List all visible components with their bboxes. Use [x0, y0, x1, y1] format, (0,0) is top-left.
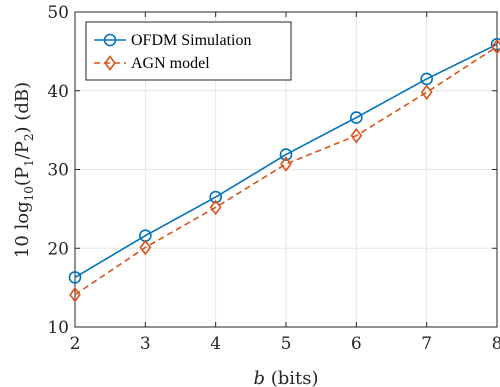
y-axis-suffix: ) (dB): [12, 82, 33, 134]
diamond-marker: [280, 156, 292, 172]
legend: OFDM Simulation AGN model: [85, 21, 292, 81]
x-tick-label: 6: [351, 334, 362, 354]
y-axis-mid-1: (P: [12, 167, 33, 186]
legend-box: [85, 21, 292, 81]
x-tick-label: 3: [140, 334, 151, 354]
circle-marker: [350, 111, 363, 124]
x-axis-unit: (bits): [271, 368, 319, 387]
x-tick-label: 2: [70, 334, 81, 354]
x-tick-label: 8: [492, 334, 500, 354]
circle-marker: [279, 148, 293, 161]
circle-marker: [490, 37, 500, 51]
diamond-marker: [139, 239, 152, 256]
y-tick-label: 20: [47, 239, 69, 259]
legend-label: OFDM Simulation: [131, 32, 251, 49]
x-axis-variable: b: [253, 368, 265, 387]
y-tick-label: 50: [47, 3, 69, 23]
plot-frame: [74, 11, 498, 328]
legend-entry: AGN model: [94, 55, 210, 72]
axes: 2 3 4 5 6 7 8 10 20 30 40 50: [47, 3, 500, 354]
y-tick-label: 40: [47, 82, 69, 102]
circle-marker: [103, 33, 117, 47]
series-line: [74, 45, 498, 296]
y-tick-label: 30: [47, 161, 69, 181]
series-line: [74, 43, 498, 279]
diamond-marker: [209, 199, 222, 216]
circle-marker: [68, 271, 82, 284]
y-axis-title: 10 log10(P1/P2) (dB): [12, 82, 36, 258]
y-axis-log-base: 10: [22, 186, 36, 201]
x-tick-label: 4: [210, 334, 221, 354]
diamond-marker: [69, 286, 81, 303]
circle-marker: [420, 72, 433, 86]
y-axis-prefix: 10 log: [12, 201, 33, 258]
series-2: [69, 38, 500, 303]
legend-entry: OFDM Simulation: [94, 32, 251, 49]
x-tick-label: 5: [281, 334, 292, 354]
y-axis-sub-1: 1: [22, 159, 36, 167]
diamond-marker: [350, 127, 363, 144]
y-axis-sub-2: 2: [22, 133, 36, 141]
data-series: [68, 37, 500, 303]
legend-label: AGN model: [131, 55, 210, 72]
circle-marker: [209, 190, 222, 204]
y-axis-mid-2: /P: [12, 141, 33, 159]
y-tick-label: 10: [47, 318, 69, 338]
x-tick-label: 7: [421, 334, 432, 354]
diamond-marker: [104, 55, 116, 71]
diamond-marker: [420, 84, 433, 101]
series-1: [68, 37, 500, 284]
axis-labels: b (bits) 10 log10(P1/P2) (dB): [12, 82, 319, 387]
x-axis-title: b (bits): [253, 368, 318, 387]
diamond-marker: [491, 38, 500, 55]
